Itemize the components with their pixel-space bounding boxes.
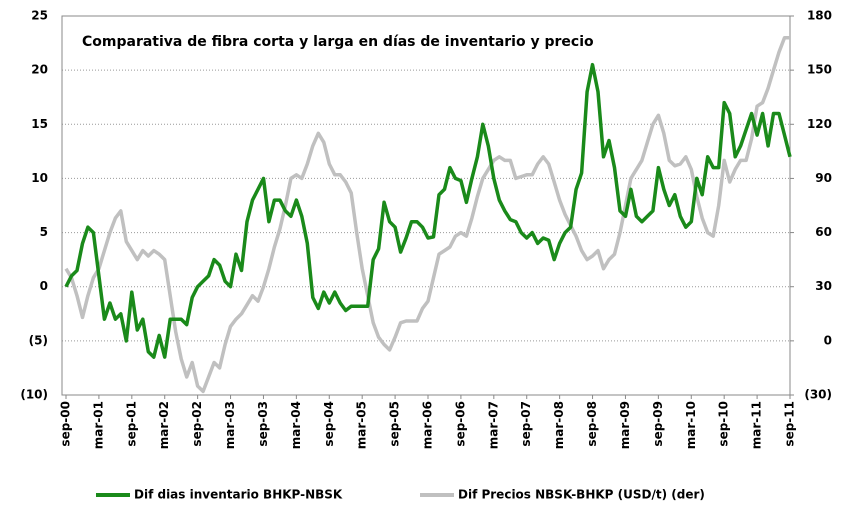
plot-frame: [61, 15, 791, 396]
y-tick-label: 15: [31, 117, 48, 131]
x-tick-label: sep-11: [783, 401, 797, 447]
y2-tick-label: 180: [807, 9, 832, 23]
y2-tick-label: (30): [804, 388, 832, 402]
y2-tick-label: 90: [815, 171, 832, 185]
x-tick-label: sep-02: [190, 401, 204, 447]
y-tick-label: (5): [29, 333, 48, 347]
y-tick-label: 25: [31, 9, 48, 23]
x-tick-label: sep-08: [585, 401, 599, 447]
x-tick-label: mar-10: [684, 401, 698, 449]
x-tick-label: mar-08: [552, 401, 566, 449]
y-tick-label: 5: [40, 225, 48, 239]
x-tick-label: sep-01: [124, 401, 138, 447]
y-tick-label: 20: [31, 63, 48, 77]
y2-tick-label: 150: [807, 63, 832, 77]
chart-title: Comparativa de fibra corta y larga en dí…: [82, 34, 594, 50]
legend-label: Dif Precios NBSK-BHKP (USD/t) (der): [458, 488, 705, 502]
x-tick-label: sep-07: [519, 401, 533, 447]
legend-label: Dif dias inventario BHKP-NBSK: [134, 488, 343, 502]
x-tick-label: sep-03: [256, 401, 270, 447]
y2-tick-label: 0: [824, 333, 832, 347]
x-tick-label: mar-07: [486, 401, 500, 449]
x-tick-label: mar-11: [750, 401, 764, 449]
y2-tick-label: 60: [815, 225, 832, 239]
series-line: [64, 62, 792, 359]
x-tick-label: mar-03: [223, 401, 237, 449]
x-tick-label: mar-04: [289, 401, 303, 449]
x-tick-label: mar-01: [91, 401, 105, 449]
x-tick-label: mar-02: [157, 401, 171, 449]
x-tick-label: sep-10: [717, 401, 731, 447]
x-tick-label: sep-05: [388, 401, 402, 447]
x-tick-label: mar-06: [421, 401, 435, 449]
x-tick-label: mar-09: [618, 401, 632, 449]
x-tick-label: sep-09: [651, 401, 665, 447]
series-line: [64, 35, 790, 394]
x-tick-label: sep-00: [59, 401, 73, 447]
y2-tick-label: 30: [815, 279, 832, 293]
x-tick-label: mar-05: [355, 401, 369, 449]
y-tick-label: (10): [20, 388, 48, 402]
x-tick-label: sep-06: [453, 401, 467, 447]
y2-tick-label: 120: [807, 117, 832, 131]
x-tick-label: sep-04: [322, 401, 336, 447]
y-tick-label: 10: [31, 171, 48, 185]
y-tick-label: 0: [40, 279, 48, 293]
